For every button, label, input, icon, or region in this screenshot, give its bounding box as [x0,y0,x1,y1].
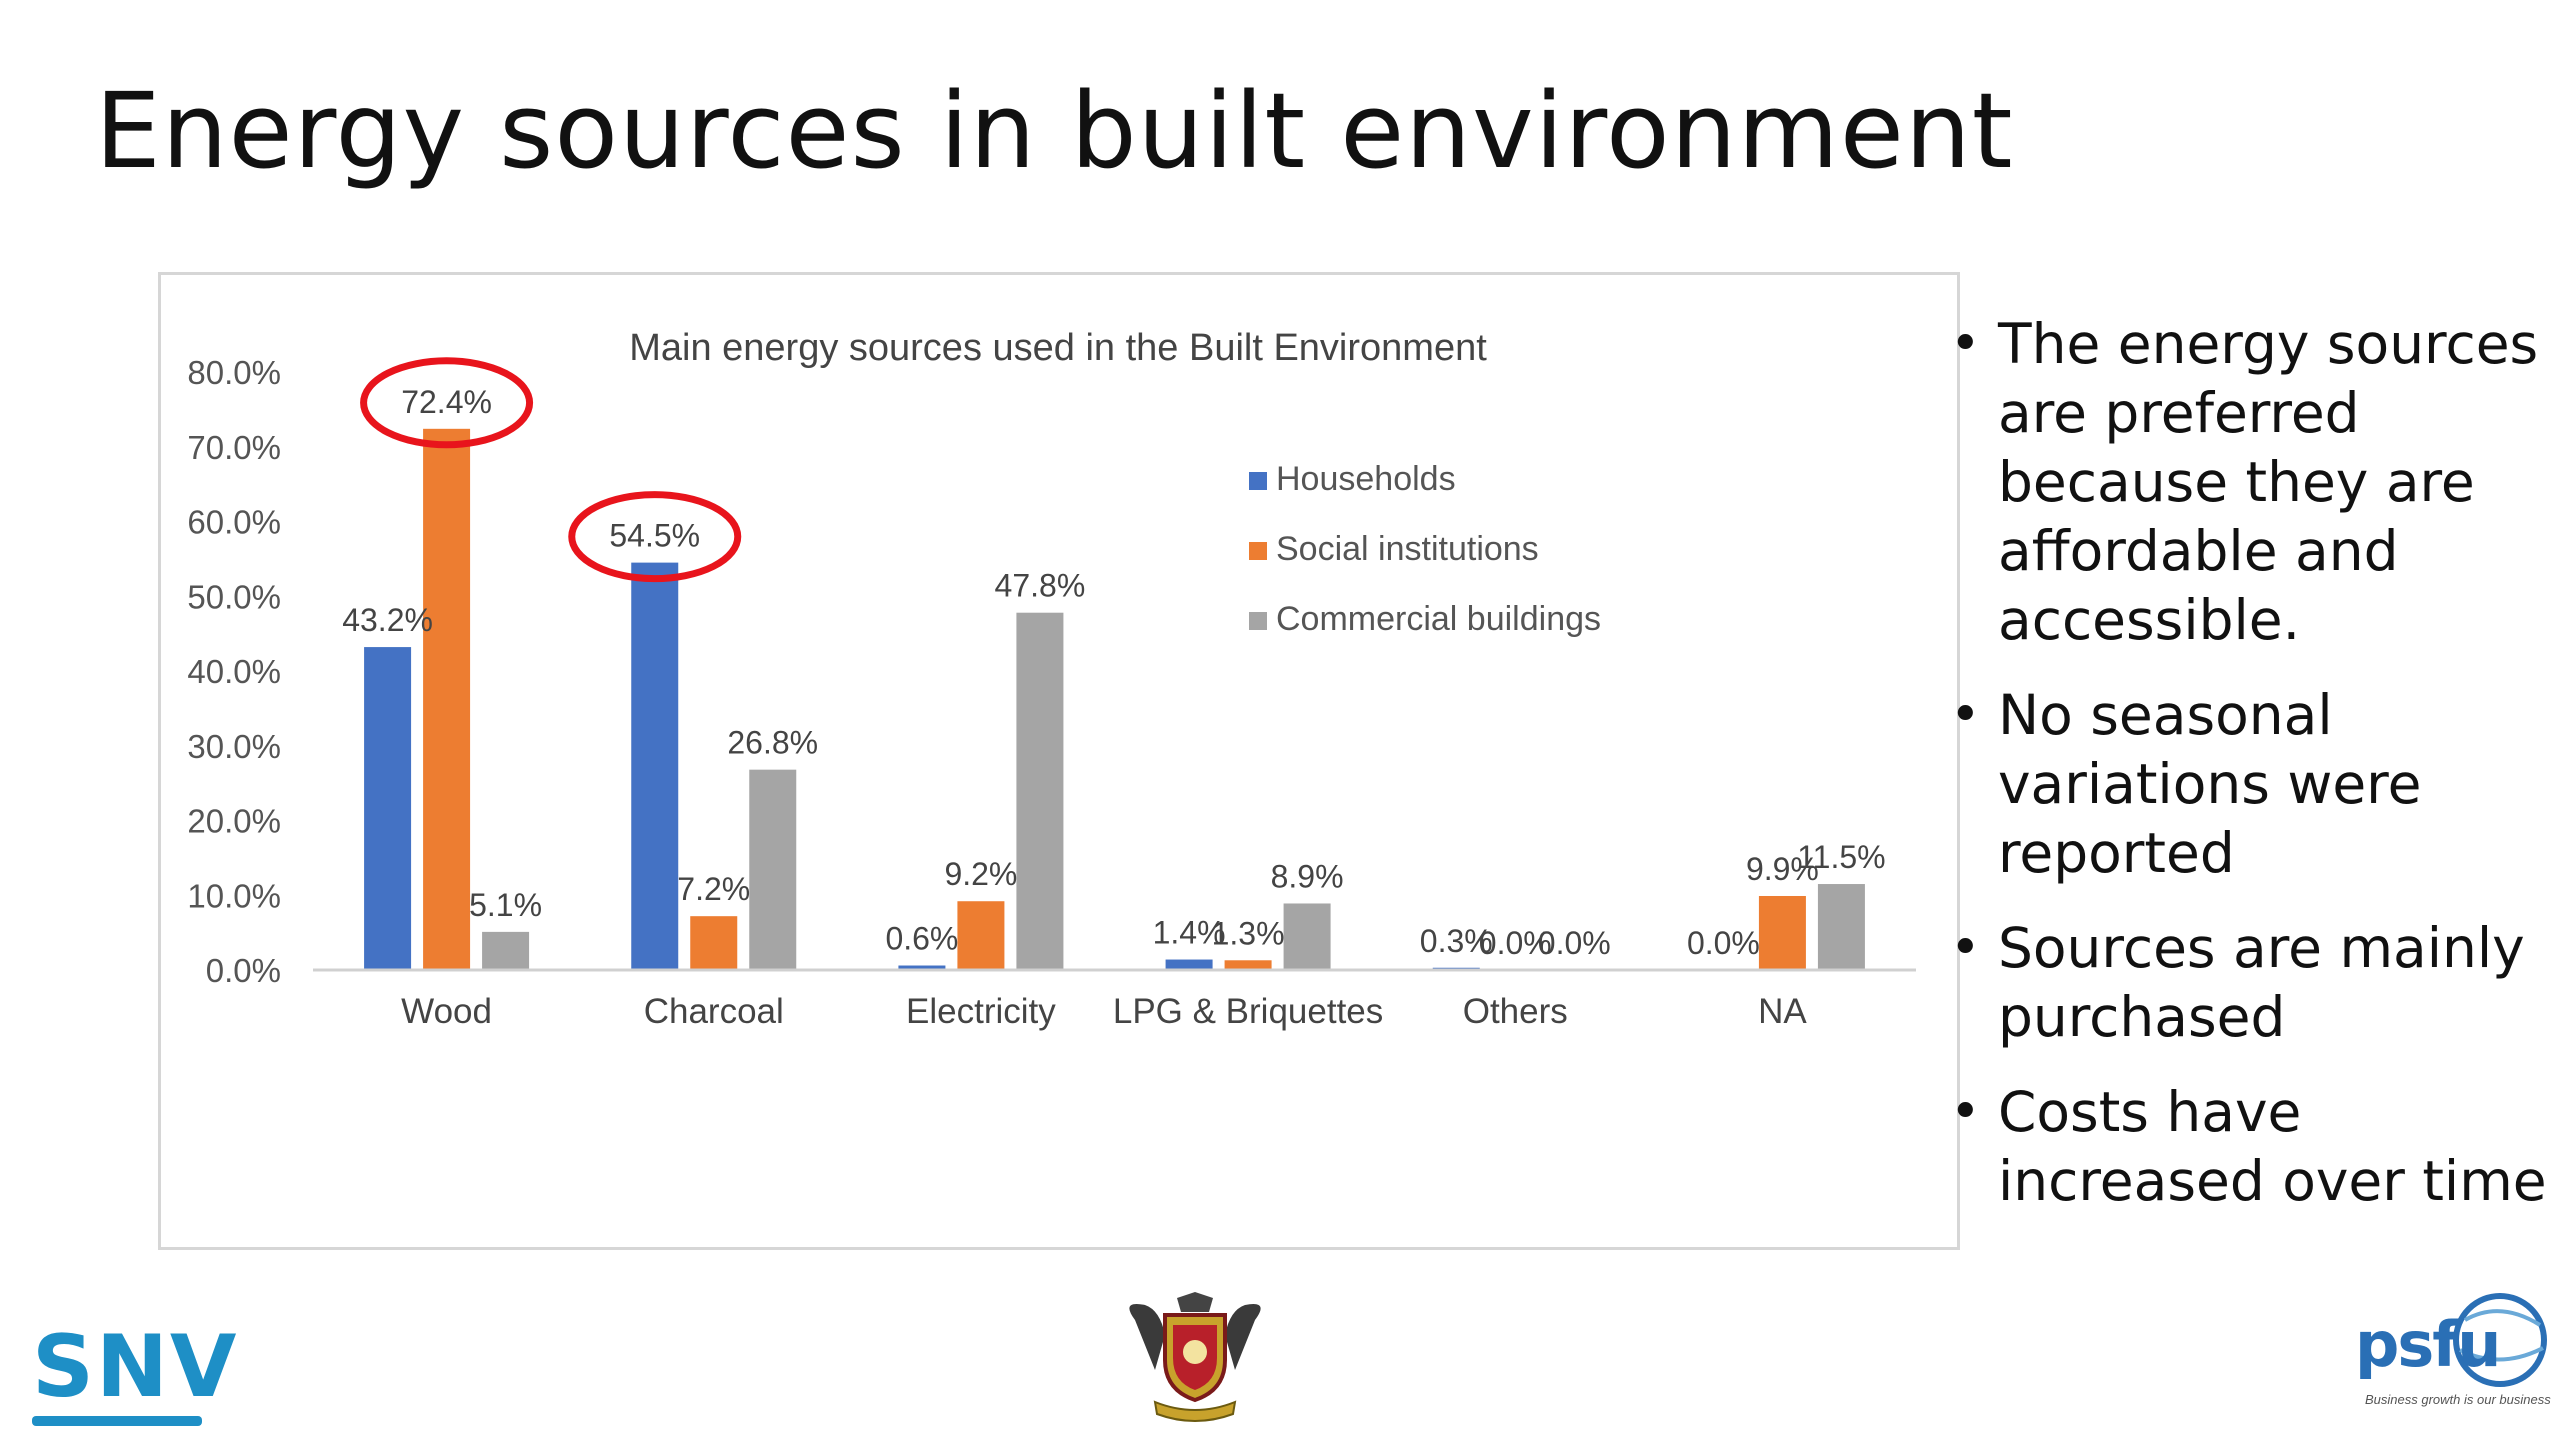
bars [364,428,1865,970]
chart-frame: Main energy sources used in the Built En… [158,272,1960,1250]
snv-logo: SNV [32,1317,239,1432]
bullet-item: No seasonal variations were reported [1950,681,2550,888]
bar [898,965,946,970]
data-label: 47.8% [995,568,1086,604]
data-label: 0.0% [1687,925,1760,961]
data-label: 5.1% [469,887,542,923]
data-label: 72.4% [401,384,492,420]
data-label: 7.2% [677,871,750,907]
x-tick-label: Electricity [906,992,1056,1031]
x-axis: Wood Charcoal Electricity LPG & Briquettes O… [313,968,1916,1031]
bar [364,647,412,970]
bar [957,901,1005,970]
psfu-tagline: Business growth is our business [2365,1392,2551,1407]
data-label: 26.8% [727,725,818,761]
y-tick-label: 80.0% [187,354,281,391]
legend-label: Commercial buildings [1276,600,1601,638]
data-label: 0.0% [1479,925,1552,961]
data-label: 54.5% [609,518,700,554]
bar [1758,895,1806,970]
bar [690,916,738,970]
bar-chart: Main energy sources used in the Built En… [187,327,1916,1031]
y-axis: 0.0% 10.0% 20.0% 30.0% 40.0% 50.0% 60.0% 70.0% 8… [187,354,281,989]
bar [631,562,679,970]
y-tick-label: 20.0% [187,803,281,840]
y-tick-label: 50.0% [187,578,281,615]
snv-logo-text: SNV [32,1317,239,1417]
y-tick-label: 60.0% [187,504,281,541]
x-tick-label: Charcoal [644,992,784,1031]
legend-label: Households [1276,460,1456,498]
legend-swatch [1249,472,1267,490]
data-label: 43.2% [342,602,433,638]
y-tick-label: 70.0% [187,429,281,466]
x-tick-label: LPG & Briquettes [1113,992,1383,1031]
highlight-ellipse [360,357,534,449]
y-tick-label: 10.0% [187,877,281,914]
bar [1283,903,1331,970]
data-label: 1.3% [1212,915,1285,951]
snv-logo-underline [32,1416,202,1426]
bullet-list: The energy sources are preferred because… [1950,310,2550,1242]
bar [1165,959,1213,970]
legend-swatch [1249,612,1267,630]
legend: Households Social institutions Commercial … [1249,460,1601,638]
psfu-logo-text: psfu [2355,1308,2501,1381]
slide-title: Energy sources in built environment [95,70,2014,192]
legend-label: Social institutions [1276,530,1539,568]
bar [482,931,530,970]
data-label: 0.3% [1420,923,1493,959]
bar [1224,960,1272,970]
data-label: 9.9% [1746,851,1819,887]
bar [423,428,471,970]
x-tick-label: Wood [401,992,492,1031]
data-label: 0.6% [885,921,958,957]
bar [749,769,797,970]
bar [1817,884,1865,970]
y-tick-label: 40.0% [187,653,281,690]
highlight-ellipses [360,357,742,583]
chart-title: Main energy sources used in the Built En… [629,327,1487,369]
psfu-logo: psfu Business growth is our business [2355,1290,2555,1415]
bullet-item: The energy sources are preferred because… [1950,310,2550,655]
data-label: 8.9% [1271,858,1344,894]
bar [1016,612,1064,970]
bullet-item: Costs have increased over time [1950,1078,2550,1216]
data-label: 9.2% [944,856,1017,892]
legend-swatch [1249,542,1267,560]
highlight-ellipse [568,491,742,583]
x-tick-label: NA [1758,992,1807,1031]
y-tick-label: 30.0% [187,728,281,765]
university-crest-icon [1115,1290,1275,1425]
data-label: 0.0% [1538,925,1611,961]
x-tick-label: Others [1463,992,1568,1031]
data-label: 1.4% [1153,915,1226,951]
y-tick-label: 0.0% [206,952,281,989]
bullet-item: Sources are mainly purchased [1950,914,2550,1052]
data-labels: 43.2% 72.4% 5.1% 54.5% 7.2% 26.8% 0.6% 9.2% 47.8… [342,384,1885,961]
data-label: 11.5% [1797,839,1885,875]
